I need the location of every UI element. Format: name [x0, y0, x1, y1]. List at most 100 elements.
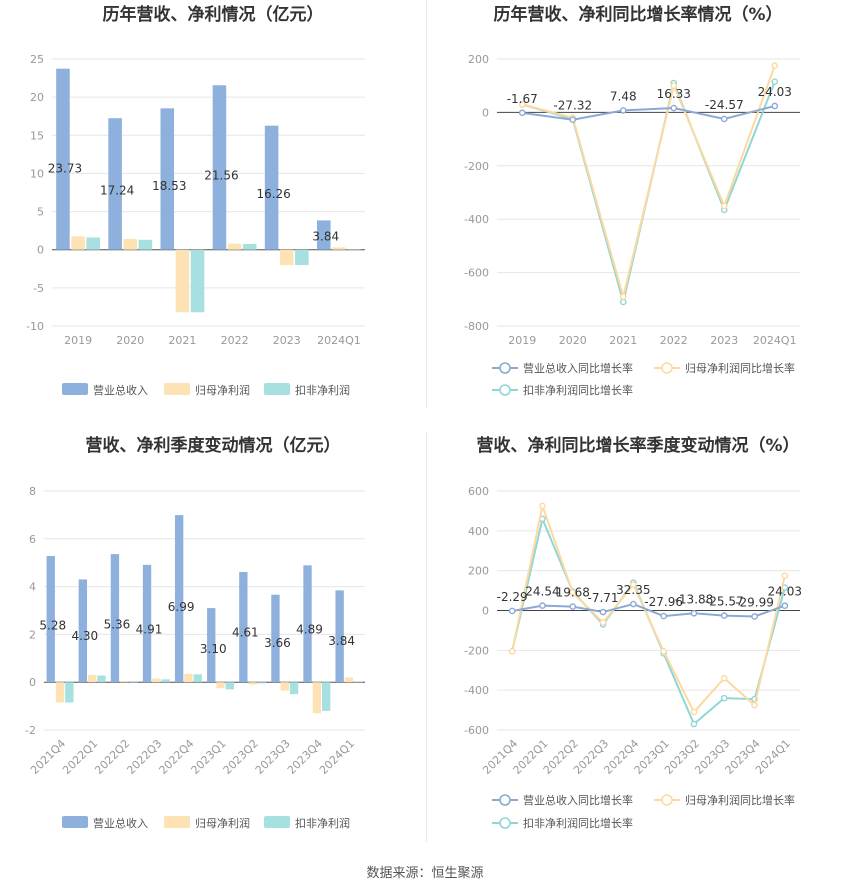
legend-swatch — [164, 816, 190, 828]
data-label: 4.89 — [296, 623, 323, 637]
bar — [321, 682, 331, 711]
legend-marker — [499, 817, 511, 829]
legend-label: 归母净利润同比增长率 — [685, 793, 795, 807]
x-tick-label: 2022 — [221, 334, 249, 347]
data-point — [619, 293, 627, 300]
bar — [129, 682, 138, 683]
chart-title: 营收、净利季度变动情况（亿元） — [86, 435, 341, 456]
series-line — [521, 65, 776, 301]
bar — [193, 674, 202, 683]
bar — [110, 554, 120, 683]
data-label: 6.99 — [168, 600, 195, 614]
bar — [225, 682, 235, 690]
chart-title: 历年营收、净利情况（亿元） — [103, 4, 324, 25]
y-tick-label: 5 — [37, 206, 44, 219]
data-point — [720, 202, 728, 210]
series-line — [511, 603, 786, 618]
y-tick-label: 4 — [29, 581, 36, 594]
bar — [160, 108, 175, 250]
bar — [257, 682, 267, 684]
data-label: 32.35 — [616, 583, 650, 597]
bar — [271, 594, 280, 683]
legend-swatch — [264, 383, 290, 395]
data-label: -27.96 — [644, 595, 683, 609]
data-point — [720, 115, 728, 123]
data-point — [599, 608, 607, 616]
legend-marker — [661, 362, 673, 374]
data-point — [619, 107, 627, 114]
y-tick-label: 200 — [468, 565, 489, 578]
x-tick-label: 2021 — [168, 334, 196, 347]
data-label: 3.66 — [264, 636, 291, 650]
bar — [264, 125, 279, 250]
data-label: 16.33 — [657, 87, 691, 101]
bar — [184, 673, 193, 683]
data-label: 24.03 — [758, 85, 792, 99]
data-label: -7.71 — [588, 591, 619, 605]
bar — [289, 682, 299, 695]
bar — [239, 572, 248, 683]
legend-label: 扣非净利润 — [295, 383, 350, 397]
data-label: 24.54 — [525, 585, 559, 599]
data-point — [751, 613, 758, 620]
x-tick-label: 2023 — [710, 334, 738, 347]
bar — [152, 678, 161, 683]
data-label: -29.99 — [735, 595, 774, 609]
x-tick-label: 2019 — [508, 334, 536, 347]
data-label: 7.48 — [610, 89, 637, 103]
chart-annual-bar: 历年营收、净利情况（亿元） 25 20 15 10 5 0 -5 -10 2019 2020 2021… — [26, 4, 365, 397]
data-label: 23.73 — [48, 161, 82, 175]
data-point — [539, 602, 546, 609]
data-point — [670, 82, 678, 89]
vertical-divider-top — [426, 0, 427, 408]
legend-label: 营业总收入 — [93, 816, 148, 830]
y-tick-label: -200 — [464, 160, 489, 173]
y-tick-label: 0 — [37, 244, 44, 257]
bar — [161, 679, 170, 683]
data-label: 3.84 — [328, 634, 355, 648]
bar — [87, 675, 97, 683]
data-point — [569, 603, 577, 610]
legend-marker — [499, 794, 511, 806]
data-label: -2.29 — [497, 590, 528, 604]
data-label: 24.03 — [768, 585, 802, 599]
y-tick-label: -600 — [464, 724, 489, 737]
data-point — [630, 600, 637, 608]
bar — [108, 118, 122, 250]
data-label: 17.24 — [100, 184, 134, 198]
data-label: 3.84 — [312, 230, 339, 244]
legend-swatch — [264, 816, 290, 828]
chart-title: 历年营收、净利同比增长率情况（%） — [493, 4, 782, 25]
y-tick-label: 0 — [482, 106, 489, 119]
bar — [86, 237, 100, 250]
data-label: 3.10 — [200, 642, 227, 656]
data-point — [771, 102, 779, 110]
legend-swatch — [62, 816, 88, 828]
bar — [65, 682, 74, 703]
data-source: 数据来源：恒生聚源 — [366, 866, 484, 881]
bar — [123, 239, 138, 250]
data-label: -24.57 — [705, 98, 744, 112]
data-point — [539, 502, 546, 510]
vertical-divider-bottom — [426, 432, 427, 842]
y-tick-label: -800 — [464, 320, 489, 333]
y-tick-label: -5 — [33, 282, 44, 295]
chart-title: 营收、净利同比增长率季度变动情况（%） — [476, 435, 799, 456]
bar — [303, 565, 312, 683]
y-tick-label: -400 — [464, 213, 489, 226]
legend-label: 营业总收入 — [93, 383, 148, 397]
bar — [279, 249, 294, 265]
y-tick-label: 15 — [30, 129, 44, 142]
bar — [120, 681, 129, 683]
data-label: 4.30 — [71, 629, 98, 643]
bar — [295, 249, 309, 265]
legend-label: 扣非净利润同比增长率 — [523, 816, 633, 830]
x-tick-label: 2022 — [660, 334, 688, 347]
bar — [332, 247, 346, 250]
y-tick-label: 6 — [29, 533, 36, 546]
data-point — [690, 708, 698, 716]
data-point — [771, 62, 779, 69]
y-tick-label: -200 — [464, 644, 489, 657]
legend-label: 归母净利润 — [195, 816, 250, 830]
bar — [354, 681, 363, 683]
